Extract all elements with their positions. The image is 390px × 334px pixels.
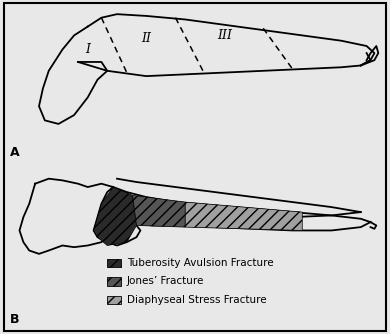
- Text: B: B: [10, 313, 19, 326]
- Polygon shape: [133, 195, 185, 227]
- Text: II: II: [141, 32, 151, 45]
- Polygon shape: [185, 202, 302, 230]
- Polygon shape: [107, 277, 121, 286]
- Polygon shape: [107, 296, 121, 304]
- Text: Tuberosity Avulsion Fracture: Tuberosity Avulsion Fracture: [127, 258, 273, 268]
- Text: I: I: [85, 43, 90, 56]
- Polygon shape: [107, 259, 121, 267]
- Text: III: III: [217, 29, 232, 42]
- Text: A: A: [10, 146, 20, 159]
- Text: Diaphyseal Stress Fracture: Diaphyseal Stress Fracture: [127, 295, 266, 305]
- Text: Jones’ Fracture: Jones’ Fracture: [127, 277, 204, 286]
- Polygon shape: [94, 187, 136, 245]
